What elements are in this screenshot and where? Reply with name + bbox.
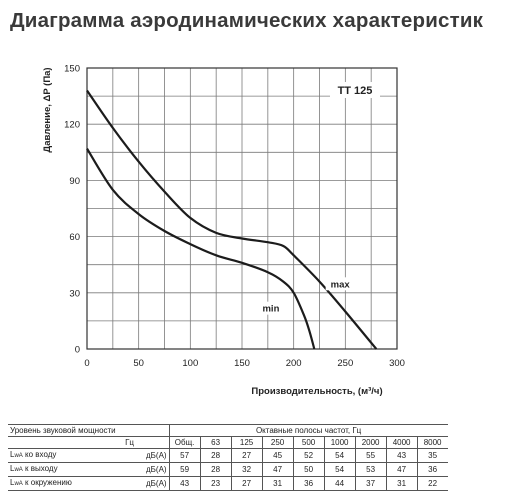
row-label-main: L [10,450,15,459]
table-row: LwA ко входу дБ(А) 57 28 27 45 52 54 55 43 35 [8,448,448,463]
x-tick-labels: 0 50 100 150 200 250 300 [84,358,405,369]
table-row: LwA к окружению дБ(А) 43 23 27 31 36 44 37 31 22 [8,476,448,491]
y-tick-label: 90 [69,176,80,187]
table-cell: 36 [417,462,448,477]
curve-min [86,148,316,350]
chart-axes [86,67,398,350]
table-column-header: 63 [200,436,232,449]
table-corner-cell: Гц [8,436,144,449]
chart-labels: max min TT 125 Производительность, (м³/ч) Да… [42,67,383,397]
table-cell: 59 [169,462,201,477]
table-columns-row: Гц Общ. 63 125 250 500 1000 2000 4000 8000 [8,436,448,449]
table-cell: 36 [293,476,325,491]
table-cell: 37 [355,476,387,491]
table-row-label: LwA ко входу [8,448,144,463]
series-label-max: max [331,279,351,290]
x-tick-label: 50 [133,358,144,369]
row-label-sub: wA [14,481,23,487]
table-column-header: 125 [231,436,263,449]
table-cell: 32 [231,462,263,477]
plot-frame [86,67,398,350]
table-cell: 28 [200,462,232,477]
table-cell: 47 [386,462,418,477]
series-label-min: min [262,304,279,315]
table-unit-header-cell [144,436,170,449]
table-row-unit: дБ(А) [144,462,170,477]
row-label-main: L [10,464,15,473]
model-label-bg [330,82,380,98]
x-tick-label: 300 [389,358,405,369]
table-column-header: 2000 [355,436,387,449]
unit-header: Гц [125,438,134,447]
table-header-label: Уровень звуковой мощности [8,424,170,437]
table-cell: 31 [386,476,418,491]
table-row-unit: дБ(А) [144,476,170,491]
table-row-unit: дБ(А) [144,448,170,463]
table-cell: 43 [169,476,201,491]
table-cell: 55 [355,448,387,463]
table-column-header: 8000 [417,436,448,449]
table-cell: 54 [324,462,356,477]
y-tick-label: 150 [64,64,80,75]
curve-max [86,89,378,350]
table-cell: 22 [417,476,448,491]
table-cell: 23 [200,476,232,491]
row-label-rest: к окружению [22,478,72,487]
model-label: TT 125 [338,85,373,97]
table-cell: 45 [262,448,294,463]
sound-power-table: Уровень звуковой мощности Октавные полосы… [8,424,448,491]
y-tick-label: 60 [69,232,80,243]
row-label-rest: к выходу [22,464,58,473]
table-cell: 27 [231,448,263,463]
table-cell: 50 [293,462,325,477]
table-column-header: Общ. [169,436,201,449]
y-tick-label: 0 [75,345,80,356]
chart-curves [86,89,378,350]
row-label-sub: wA [14,467,23,473]
table-cell: 54 [324,448,356,463]
row-label-rest: ко входу [22,450,57,459]
pressure-flow-chart: 0 50 100 150 200 250 300 0 30 60 90 120 150 max min T… [42,64,405,398]
table-cell: 44 [324,476,356,491]
y-tick-label: 30 [69,288,80,299]
x-tick-label: 100 [182,358,198,369]
table-column-header: 1000 [324,436,356,449]
table-column-header: 250 [262,436,294,449]
y-axis-label: Давление, ΔP (Па) [42,67,53,152]
table-cell: 31 [262,476,294,491]
table-cell: 53 [355,462,387,477]
table-cell: 57 [169,448,201,463]
row-label-sub: wA [14,453,23,459]
y-tick-labels: 0 30 60 90 120 150 [64,64,80,356]
x-tick-label: 0 [84,358,89,369]
y-tick-label: 120 [64,120,80,131]
x-axis-label: Производительность, (м³/ч) [251,386,382,397]
table-cell: 52 [293,448,325,463]
x-tick-label: 200 [286,358,302,369]
table-column-header: 500 [293,436,325,449]
table-cell: 47 [262,462,294,477]
table-cell: 27 [231,476,263,491]
table-header-row: Уровень звуковой мощности Октавные полосы… [8,424,448,437]
x-tick-label: 250 [337,358,353,369]
table-row-label: LwA к окружению [8,476,144,491]
series-label-bg [256,301,286,315]
row-label-main: L [10,478,15,487]
x-tick-label: 150 [234,358,250,369]
table-cell: 43 [386,448,418,463]
chart-grid [86,67,398,350]
table-column-header: 4000 [386,436,418,449]
table-row: LwA к выходу дБ(А) 59 28 32 47 50 54 53 47 36 [8,462,448,477]
series-label-bg [325,277,355,291]
table-header-bands: Октавные полосы частот, Гц [169,424,448,437]
table-cell: 28 [200,448,232,463]
table-row-label: LwA к выходу [8,462,144,477]
page-title: Диаграмма аэродинамических характеристик [10,9,484,32]
table-cell: 35 [417,448,448,463]
